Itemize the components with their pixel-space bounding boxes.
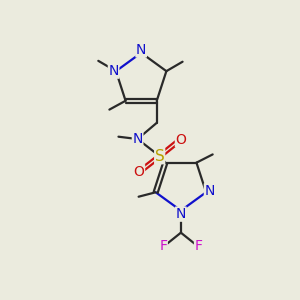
Text: N: N	[132, 132, 143, 146]
Text: N: N	[136, 43, 146, 57]
Text: S: S	[155, 148, 165, 164]
Text: F: F	[159, 239, 167, 253]
Text: N: N	[204, 184, 215, 198]
Text: F: F	[195, 239, 203, 253]
Text: N: N	[108, 64, 119, 78]
Text: O: O	[134, 165, 145, 179]
Text: N: N	[176, 207, 186, 221]
Text: O: O	[176, 133, 186, 147]
